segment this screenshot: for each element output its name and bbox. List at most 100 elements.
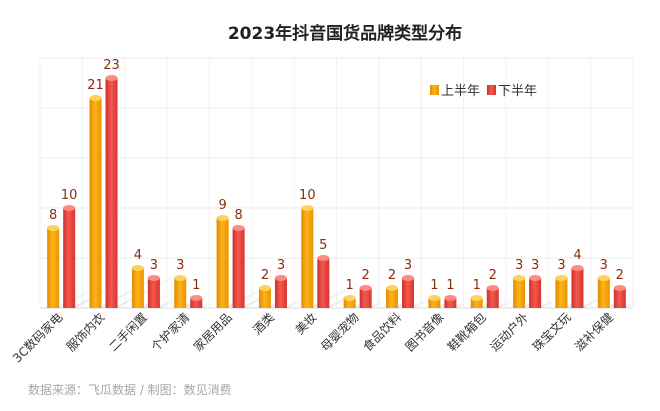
bar-cap <box>428 295 441 301</box>
bar-h2 <box>147 278 160 308</box>
category-label: 珠宝文玩 <box>529 310 574 355</box>
bar-cap <box>190 295 203 301</box>
bar-shadow <box>371 299 387 308</box>
bar-shadow <box>625 299 641 308</box>
bar-h1 <box>258 288 271 308</box>
bar-cap <box>597 275 610 281</box>
source-note: 数据来源：飞瓜数据 / 制图：数见消费 <box>28 382 232 397</box>
category-label: 二手闲置 <box>106 310 150 354</box>
bar-cap <box>89 95 102 101</box>
category-label: 家居用品 <box>190 310 235 355</box>
data-label: 4 <box>573 248 581 263</box>
bar-h2 <box>190 298 203 308</box>
data-label: 3 <box>531 258 539 273</box>
data-label: 2 <box>261 268 269 283</box>
category-label: 美妆 <box>293 310 320 337</box>
data-label: 8 <box>49 208 57 223</box>
category-label: 图书音像 <box>402 310 447 355</box>
category-label: 食品饮料 <box>360 310 405 355</box>
bar-h1 <box>47 228 60 308</box>
bar-shadow <box>498 299 514 308</box>
data-label: 3 <box>404 258 412 273</box>
data-label: 21 <box>87 78 104 93</box>
data-label: 1 <box>430 278 438 293</box>
legend: 上半年 下半年 <box>430 84 537 99</box>
data-label: 23 <box>103 58 120 73</box>
bar-cap <box>301 205 314 211</box>
category-label: 滋补保健 <box>572 310 616 354</box>
data-label: 3 <box>150 258 158 273</box>
bar-h2 <box>317 258 330 308</box>
data-label: 1 <box>446 278 454 293</box>
bar-cap <box>470 295 483 301</box>
bar-h2 <box>274 278 287 308</box>
category-label: 个护家清 <box>148 310 193 355</box>
bar-cap <box>444 295 457 301</box>
bar-cap <box>613 285 626 291</box>
category-label: 鞋靴箱包 <box>444 310 489 355</box>
bar-cap <box>47 225 60 231</box>
bar-h1 <box>513 278 526 308</box>
bar-shadow <box>456 302 466 308</box>
data-label: 3 <box>176 258 184 273</box>
legend-label-h2: 下半年 <box>498 84 537 99</box>
data-label: 2 <box>362 268 370 283</box>
bars <box>47 75 626 308</box>
bar-h2 <box>402 278 415 308</box>
bar-h1 <box>131 268 144 308</box>
category-label: 母婴宠物 <box>317 310 362 355</box>
data-label: 2 <box>616 268 624 283</box>
chart-title: 2023年抖音国货品牌类型分布 <box>228 23 462 44</box>
bar-h1 <box>174 278 187 308</box>
category-label: 服饰内衣 <box>63 310 108 355</box>
bar-cap <box>274 275 287 281</box>
bar-cap <box>486 285 499 291</box>
bar-h2 <box>613 288 626 308</box>
bar-h2 <box>232 228 245 308</box>
bar-h1 <box>386 288 399 308</box>
bar-h2 <box>359 288 372 308</box>
bar-h1 <box>597 278 610 308</box>
data-label: 3 <box>600 258 608 273</box>
bar-h2 <box>444 298 457 308</box>
bar-cap <box>105 75 118 81</box>
bar-h1 <box>555 278 568 308</box>
bar-h1 <box>301 208 314 308</box>
bar-cap <box>529 275 542 281</box>
data-label: 5 <box>319 238 327 253</box>
bar-cap <box>232 225 245 231</box>
bar-cap <box>317 255 330 261</box>
bar-cap <box>216 215 229 221</box>
bar-h1 <box>216 218 229 308</box>
bar-h1 <box>89 98 102 308</box>
grid-lines <box>39 57 634 309</box>
bar-cap <box>386 285 399 291</box>
data-label: 3 <box>557 258 565 273</box>
data-label: 3 <box>277 258 285 273</box>
bar-h2 <box>486 288 499 308</box>
legend-swatch-h1 <box>430 85 439 95</box>
bar-cap <box>513 275 526 281</box>
bar-cap <box>359 285 372 291</box>
bar-cap <box>147 275 160 281</box>
bar-h2 <box>105 78 118 308</box>
bar-h2 <box>529 278 542 308</box>
data-label: 8 <box>234 208 242 223</box>
bar-cap <box>131 265 144 271</box>
category-label: 酒类 <box>250 310 277 337</box>
bar-h1 <box>428 298 441 308</box>
bar-h1 <box>343 298 356 308</box>
bar-cap <box>402 275 415 281</box>
legend-swatch-h2 <box>487 85 496 95</box>
bar-shadow <box>202 302 212 308</box>
data-label: 2 <box>388 268 396 283</box>
category-label: 运动户外 <box>487 310 532 355</box>
legend-label-h1: 上半年 <box>441 84 480 99</box>
bar-h1 <box>470 298 483 308</box>
data-label: 3 <box>515 258 523 273</box>
data-label: 1 <box>346 278 354 293</box>
bar-cap <box>555 275 568 281</box>
